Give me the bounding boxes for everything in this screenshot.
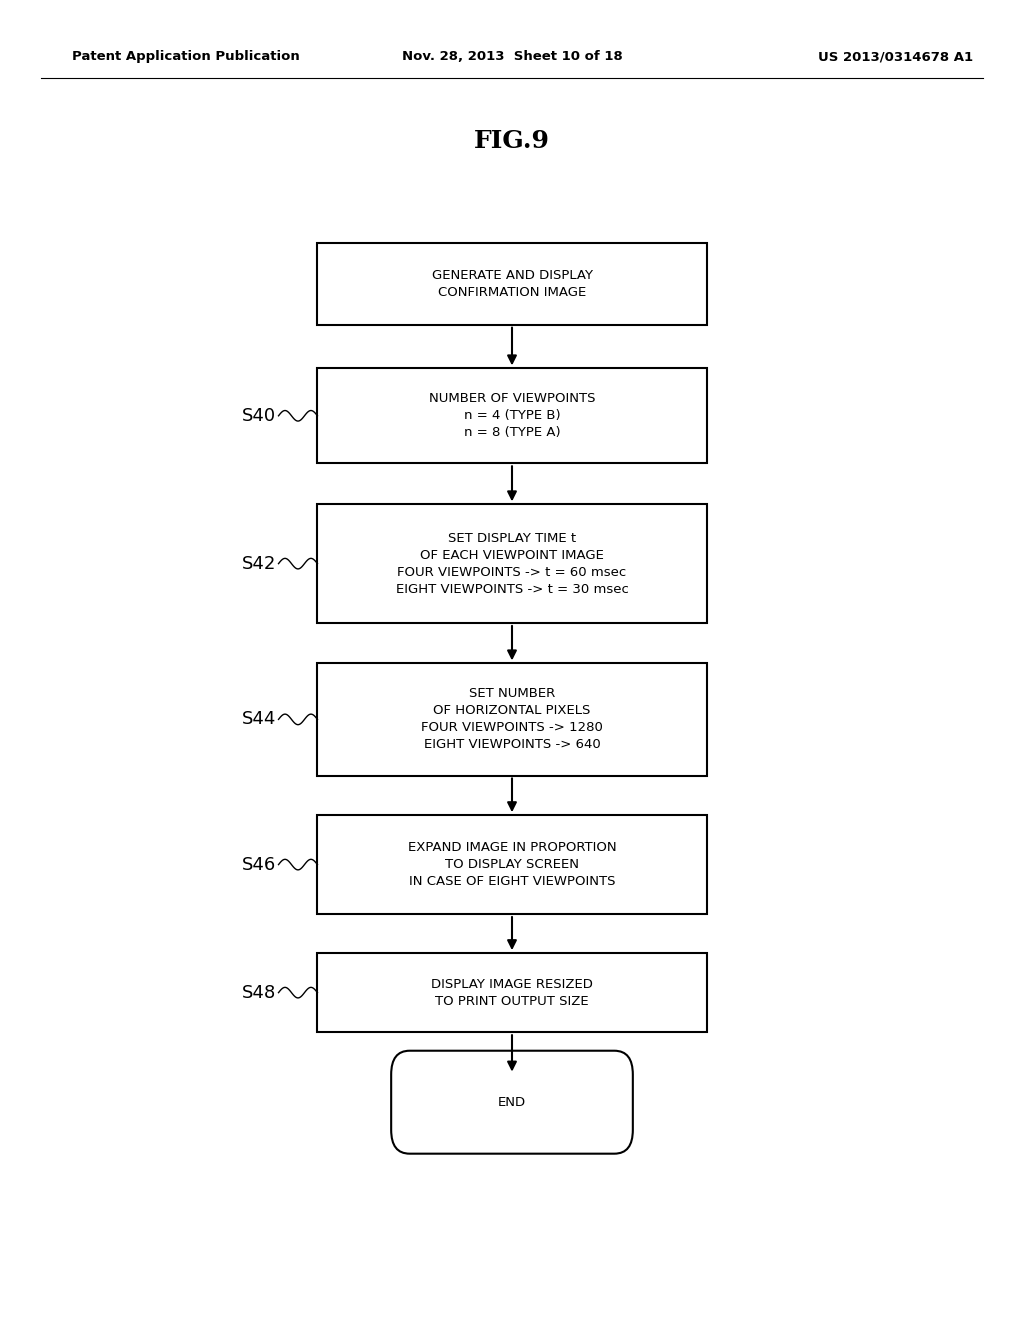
Text: SET NUMBER
OF HORIZONTAL PIXELS
FOUR VIEWPOINTS -> 1280
EIGHT VIEWPOINTS -> 640: SET NUMBER OF HORIZONTAL PIXELS FOUR VIE… (421, 688, 603, 751)
FancyBboxPatch shape (391, 1051, 633, 1154)
Text: S46: S46 (243, 855, 276, 874)
Text: S44: S44 (242, 710, 276, 729)
Text: S48: S48 (243, 983, 276, 1002)
Text: EXPAND IMAGE IN PROPORTION
TO DISPLAY SCREEN
IN CASE OF EIGHT VIEWPOINTS: EXPAND IMAGE IN PROPORTION TO DISPLAY SC… (408, 841, 616, 888)
Bar (317, 663, 707, 776)
Bar (317, 814, 707, 913)
Text: GENERATE AND DISPLAY
CONFIRMATION IMAGE: GENERATE AND DISPLAY CONFIRMATION IMAGE (431, 269, 593, 298)
Text: Nov. 28, 2013  Sheet 10 of 18: Nov. 28, 2013 Sheet 10 of 18 (401, 50, 623, 63)
Text: FIG.9: FIG.9 (474, 129, 550, 153)
Bar (317, 504, 707, 623)
Text: S40: S40 (243, 407, 276, 425)
Bar (317, 953, 707, 1032)
Bar (317, 243, 707, 325)
Text: END: END (498, 1096, 526, 1109)
Bar (317, 368, 707, 463)
Text: S42: S42 (242, 554, 276, 573)
Text: SET DISPLAY TIME t
OF EACH VIEWPOINT IMAGE
FOUR VIEWPOINTS -> t = 60 msec
EIGHT : SET DISPLAY TIME t OF EACH VIEWPOINT IMA… (395, 532, 629, 595)
Text: NUMBER OF VIEWPOINTS
n = 4 (TYPE B)
n = 8 (TYPE A): NUMBER OF VIEWPOINTS n = 4 (TYPE B) n = … (429, 392, 595, 440)
Text: Patent Application Publication: Patent Application Publication (72, 50, 299, 63)
Text: DISPLAY IMAGE RESIZED
TO PRINT OUTPUT SIZE: DISPLAY IMAGE RESIZED TO PRINT OUTPUT SI… (431, 978, 593, 1007)
Text: US 2013/0314678 A1: US 2013/0314678 A1 (818, 50, 973, 63)
